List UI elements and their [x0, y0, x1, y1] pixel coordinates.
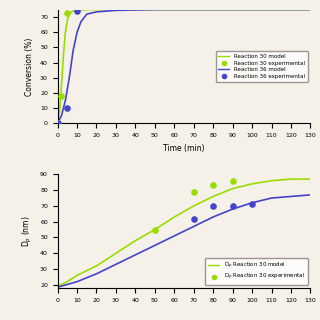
Y-axis label: Conversion (%): Conversion (%) — [26, 37, 35, 96]
Point — [211, 204, 216, 209]
Point — [65, 10, 70, 15]
Point — [211, 183, 216, 188]
Legend: Reaction 30 model, Reaction 30 experimental, Reaction 36 model, Reaction 36 expe: Reaction 30 model, Reaction 30 experimen… — [215, 51, 308, 82]
Point — [191, 189, 196, 194]
Point — [191, 216, 196, 221]
X-axis label: Time (min): Time (min) — [163, 143, 205, 153]
Point — [55, 121, 60, 126]
Point — [59, 93, 64, 99]
Point — [230, 178, 235, 183]
Point — [65, 106, 70, 111]
Point — [75, 9, 80, 14]
Point — [230, 204, 235, 209]
Point — [250, 202, 255, 207]
Point — [152, 227, 157, 232]
Point — [55, 121, 60, 126]
Y-axis label: D$_p$ (nm): D$_p$ (nm) — [21, 215, 35, 247]
Legend: D$_p$ Reaction 30 model, D$_p$ Reaction 30 experimental: D$_p$ Reaction 30 model, D$_p$ Reaction … — [205, 258, 308, 285]
